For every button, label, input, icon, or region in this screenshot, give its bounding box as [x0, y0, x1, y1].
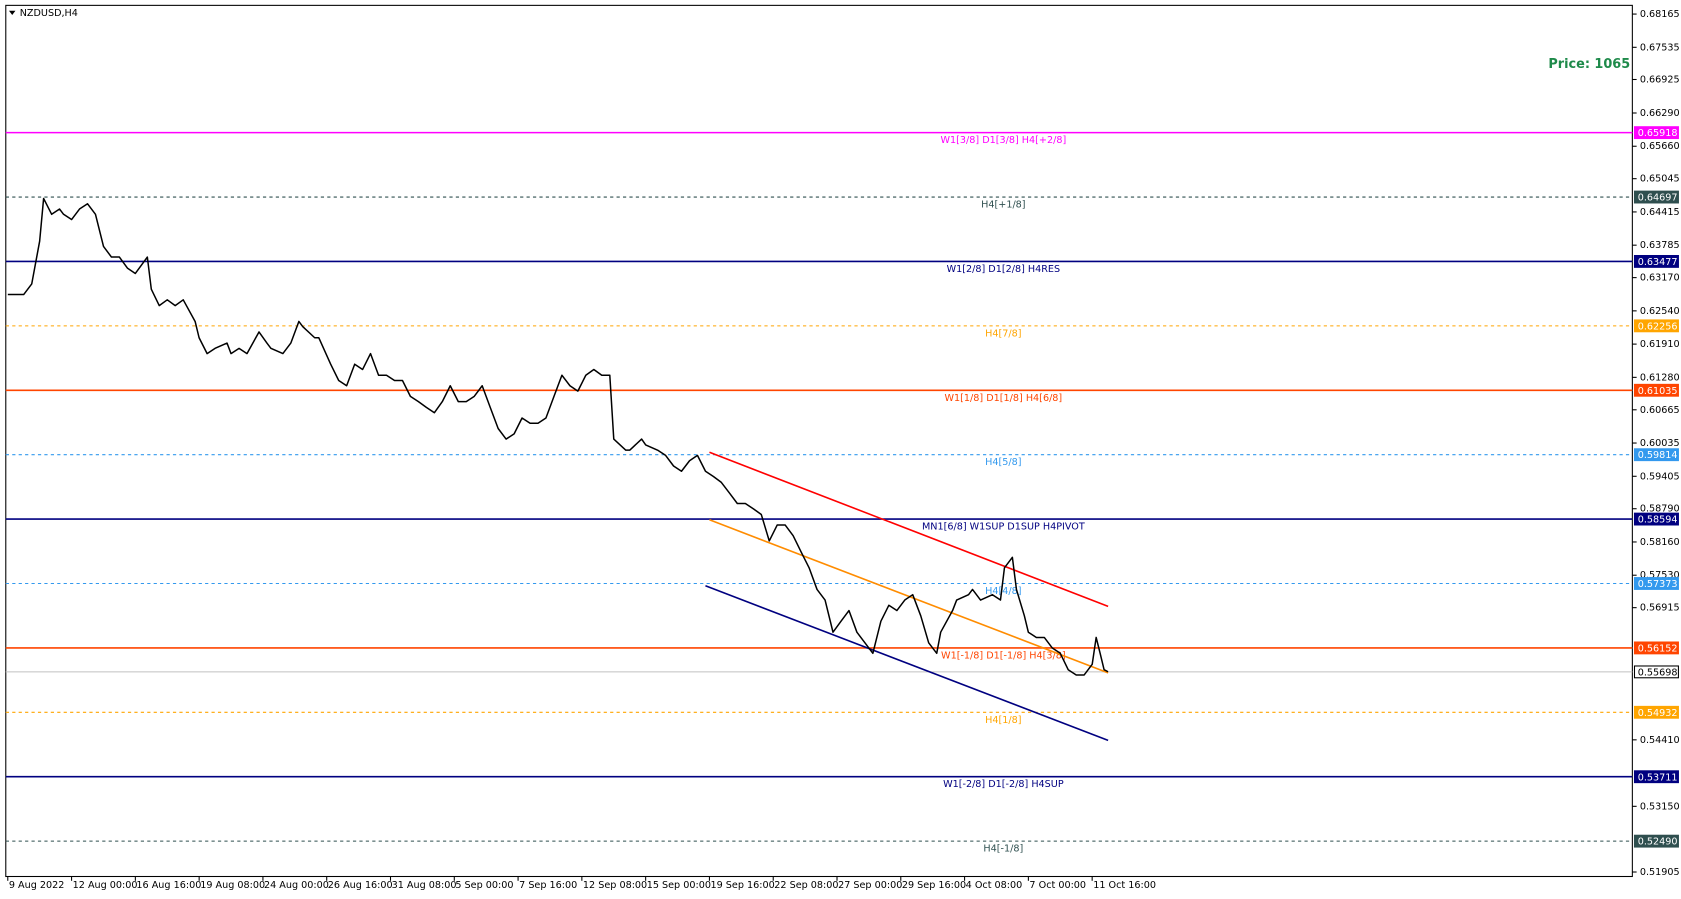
x-tick-label: 12 Aug 00:00 — [73, 880, 138, 891]
y-tick-label: 0.53150 — [1640, 801, 1680, 812]
level-price-box — [1633, 512, 1679, 526]
level-price-box — [1633, 448, 1679, 462]
level-price-box — [1633, 190, 1679, 204]
level-price-box — [1633, 577, 1679, 590]
x-tick-label: 16 Aug 16:00 — [136, 880, 201, 891]
chart-title: NZDUSD,H4 — [20, 8, 78, 19]
level-text: W1[-1/8] D1[-1/8] H4[3/8] — [941, 650, 1066, 661]
y-tick-label: 0.58160 — [1640, 537, 1680, 548]
y-tick-label: 0.62540 — [1640, 306, 1680, 317]
level-text: W1[3/8] D1[3/8] H4[+2/8] — [941, 135, 1067, 146]
y-tick-label: 0.63785 — [1640, 240, 1680, 251]
y-tick-label: 0.56915 — [1640, 603, 1680, 614]
y-tick-label: 0.64415 — [1640, 207, 1680, 218]
level-price-box — [1633, 319, 1679, 333]
level-text: W1[1/8] D1[1/8] H4[6/8] — [945, 393, 1063, 404]
x-tick-label: 11 Oct 16:00 — [1093, 880, 1156, 891]
level-price-label: 0.64697 — [1638, 193, 1678, 204]
x-tick-label: 7 Oct 00:00 — [1029, 880, 1086, 891]
y-tick-label: 0.65660 — [1640, 141, 1680, 152]
level-price-label: 0.53711 — [1638, 772, 1678, 783]
current-price-label: 0.55698 — [1638, 667, 1678, 678]
level-text: W1[2/8] D1[2/8] H4RES — [947, 264, 1061, 275]
x-tick-label: 29 Sep 16:00 — [902, 880, 966, 891]
level-price-label: 0.59814 — [1638, 450, 1678, 461]
x-tick-label: 22 Sep 08:00 — [774, 880, 838, 891]
level-price-label: 0.58594 — [1638, 515, 1678, 526]
y-tick-label: 0.67535 — [1640, 42, 1680, 53]
price-annotation: Price: 1065 — [1548, 57, 1630, 72]
level-text: H4[7/8] — [985, 328, 1021, 339]
y-tick-label: 0.54410 — [1640, 735, 1680, 746]
x-tick-label: 7 Sep 16:00 — [519, 880, 577, 891]
level-price-box — [1633, 641, 1679, 655]
price-line — [7, 197, 1109, 676]
y-tick-label: 0.65045 — [1640, 174, 1680, 185]
level-text: H4[+1/8] — [981, 200, 1025, 211]
level-price-label: 0.62256 — [1638, 321, 1678, 332]
x-tick-label: 24 Aug 00:00 — [264, 880, 329, 891]
y-tick-label: 0.66925 — [1640, 74, 1680, 85]
x-tick-label: 15 Sep 00:00 — [647, 880, 711, 891]
level-text: H4[-1/8] — [983, 844, 1023, 855]
level-price-label: 0.56152 — [1638, 643, 1678, 654]
level-price-label: 0.63477 — [1638, 257, 1678, 268]
plot-frame — [5, 4, 1633, 878]
y-tick-label: 0.60035 — [1640, 438, 1680, 449]
level-price-label: 0.54932 — [1638, 708, 1678, 719]
x-tick-label: 19 Aug 08:00 — [200, 880, 265, 891]
x-tick-label: 9 Aug 2022 — [9, 880, 65, 891]
y-tick-label: 0.58790 — [1640, 504, 1680, 515]
level-price-box — [1633, 254, 1679, 268]
level-text: MN1[6/8] W1SUP D1SUP H4PIVOT — [922, 522, 1085, 533]
x-tick-label: 12 Sep 08:00 — [583, 880, 647, 891]
level-text: W1[-2/8] D1[-2/8] H4SUP — [943, 779, 1064, 790]
level-price-label: 0.65918 — [1638, 128, 1678, 139]
level-price-box — [1633, 383, 1679, 397]
level-price-label: 0.61035 — [1638, 386, 1678, 397]
x-tick-label: 26 Aug 16:00 — [328, 880, 393, 891]
level-text: H4[4/8] — [985, 586, 1021, 597]
x-tick-label: 19 Sep 16:00 — [711, 880, 775, 891]
trendline — [709, 519, 1109, 674]
y-tick-label: 0.61910 — [1640, 339, 1680, 350]
y-tick-label: 0.60665 — [1640, 405, 1680, 416]
x-tick-label: 27 Sep 00:00 — [838, 880, 902, 891]
level-price-label: 0.52490 — [1638, 837, 1678, 848]
trendline — [709, 451, 1109, 608]
level-text: H4[1/8] — [985, 715, 1021, 726]
level-text: H4[5/8] — [985, 457, 1021, 468]
y-tick-label: 0.57530 — [1640, 570, 1680, 581]
level-price-box — [1633, 126, 1679, 140]
y-tick-label: 0.68165 — [1640, 9, 1680, 20]
y-tick-label: 0.51905 — [1640, 867, 1680, 878]
y-tick-label: 0.59405 — [1640, 471, 1680, 482]
level-price-box — [1633, 705, 1679, 719]
level-price-box — [1633, 770, 1679, 784]
level-price-label: 0.57373 — [1638, 579, 1678, 590]
y-tick-label: 0.61280 — [1640, 372, 1680, 383]
x-tick-label: 31 Aug 08:00 — [392, 880, 457, 891]
trendline — [705, 585, 1109, 742]
y-tick-label: 0.66290 — [1640, 108, 1680, 119]
current-price-box — [1633, 665, 1679, 679]
x-tick-label: 5 Sep 00:00 — [455, 880, 513, 891]
x-tick-label: 4 Oct 08:00 — [966, 880, 1023, 891]
level-price-box — [1633, 834, 1679, 848]
menu-triangle[interactable] — [9, 10, 16, 16]
y-tick-label: 0.63170 — [1640, 273, 1680, 284]
